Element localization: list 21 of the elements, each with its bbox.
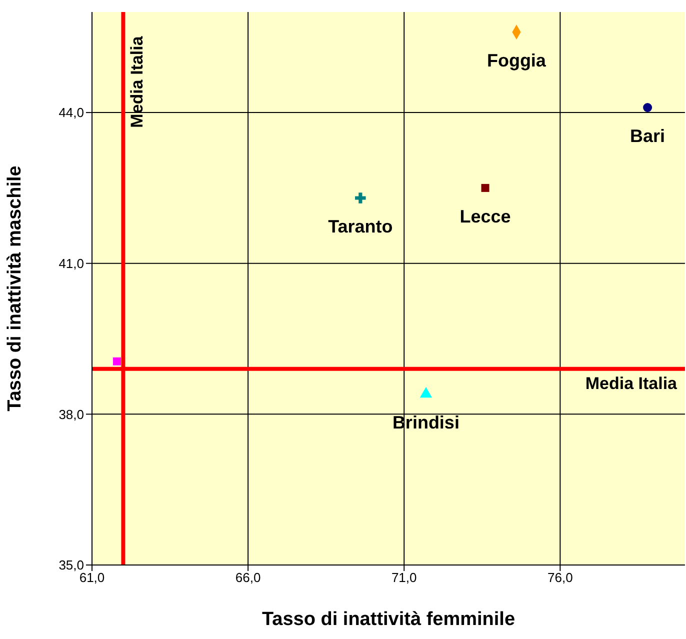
y-tick-label: 44,0 xyxy=(58,105,84,120)
x-tick-label: 71,0 xyxy=(391,570,417,586)
x-axis-title: Tasso di inattività femminile xyxy=(262,609,516,630)
point xyxy=(355,192,366,204)
point xyxy=(643,103,652,112)
point xyxy=(420,387,432,398)
series-label: Bari xyxy=(630,126,666,146)
point xyxy=(112,357,121,366)
x-tick-label: 61,0 xyxy=(79,570,105,586)
y-tick-label: 35,0 xyxy=(58,558,84,573)
y-axis-title: Tasso di inattività maschile xyxy=(4,166,26,412)
x-tick-label: 66,0 xyxy=(235,570,261,586)
y-tick-label: 41,0 xyxy=(58,256,84,271)
series-label: Foggia xyxy=(486,50,547,71)
x-tick-label: 76,0 xyxy=(548,570,573,586)
ref-line-label: Media Italia xyxy=(585,374,678,394)
ref-line-label: Media Italia xyxy=(128,36,147,128)
series-label: Taranto xyxy=(328,216,393,237)
series-label: Lecce xyxy=(460,206,511,226)
point xyxy=(481,184,490,192)
y-tick-label: 38,0 xyxy=(58,406,84,422)
